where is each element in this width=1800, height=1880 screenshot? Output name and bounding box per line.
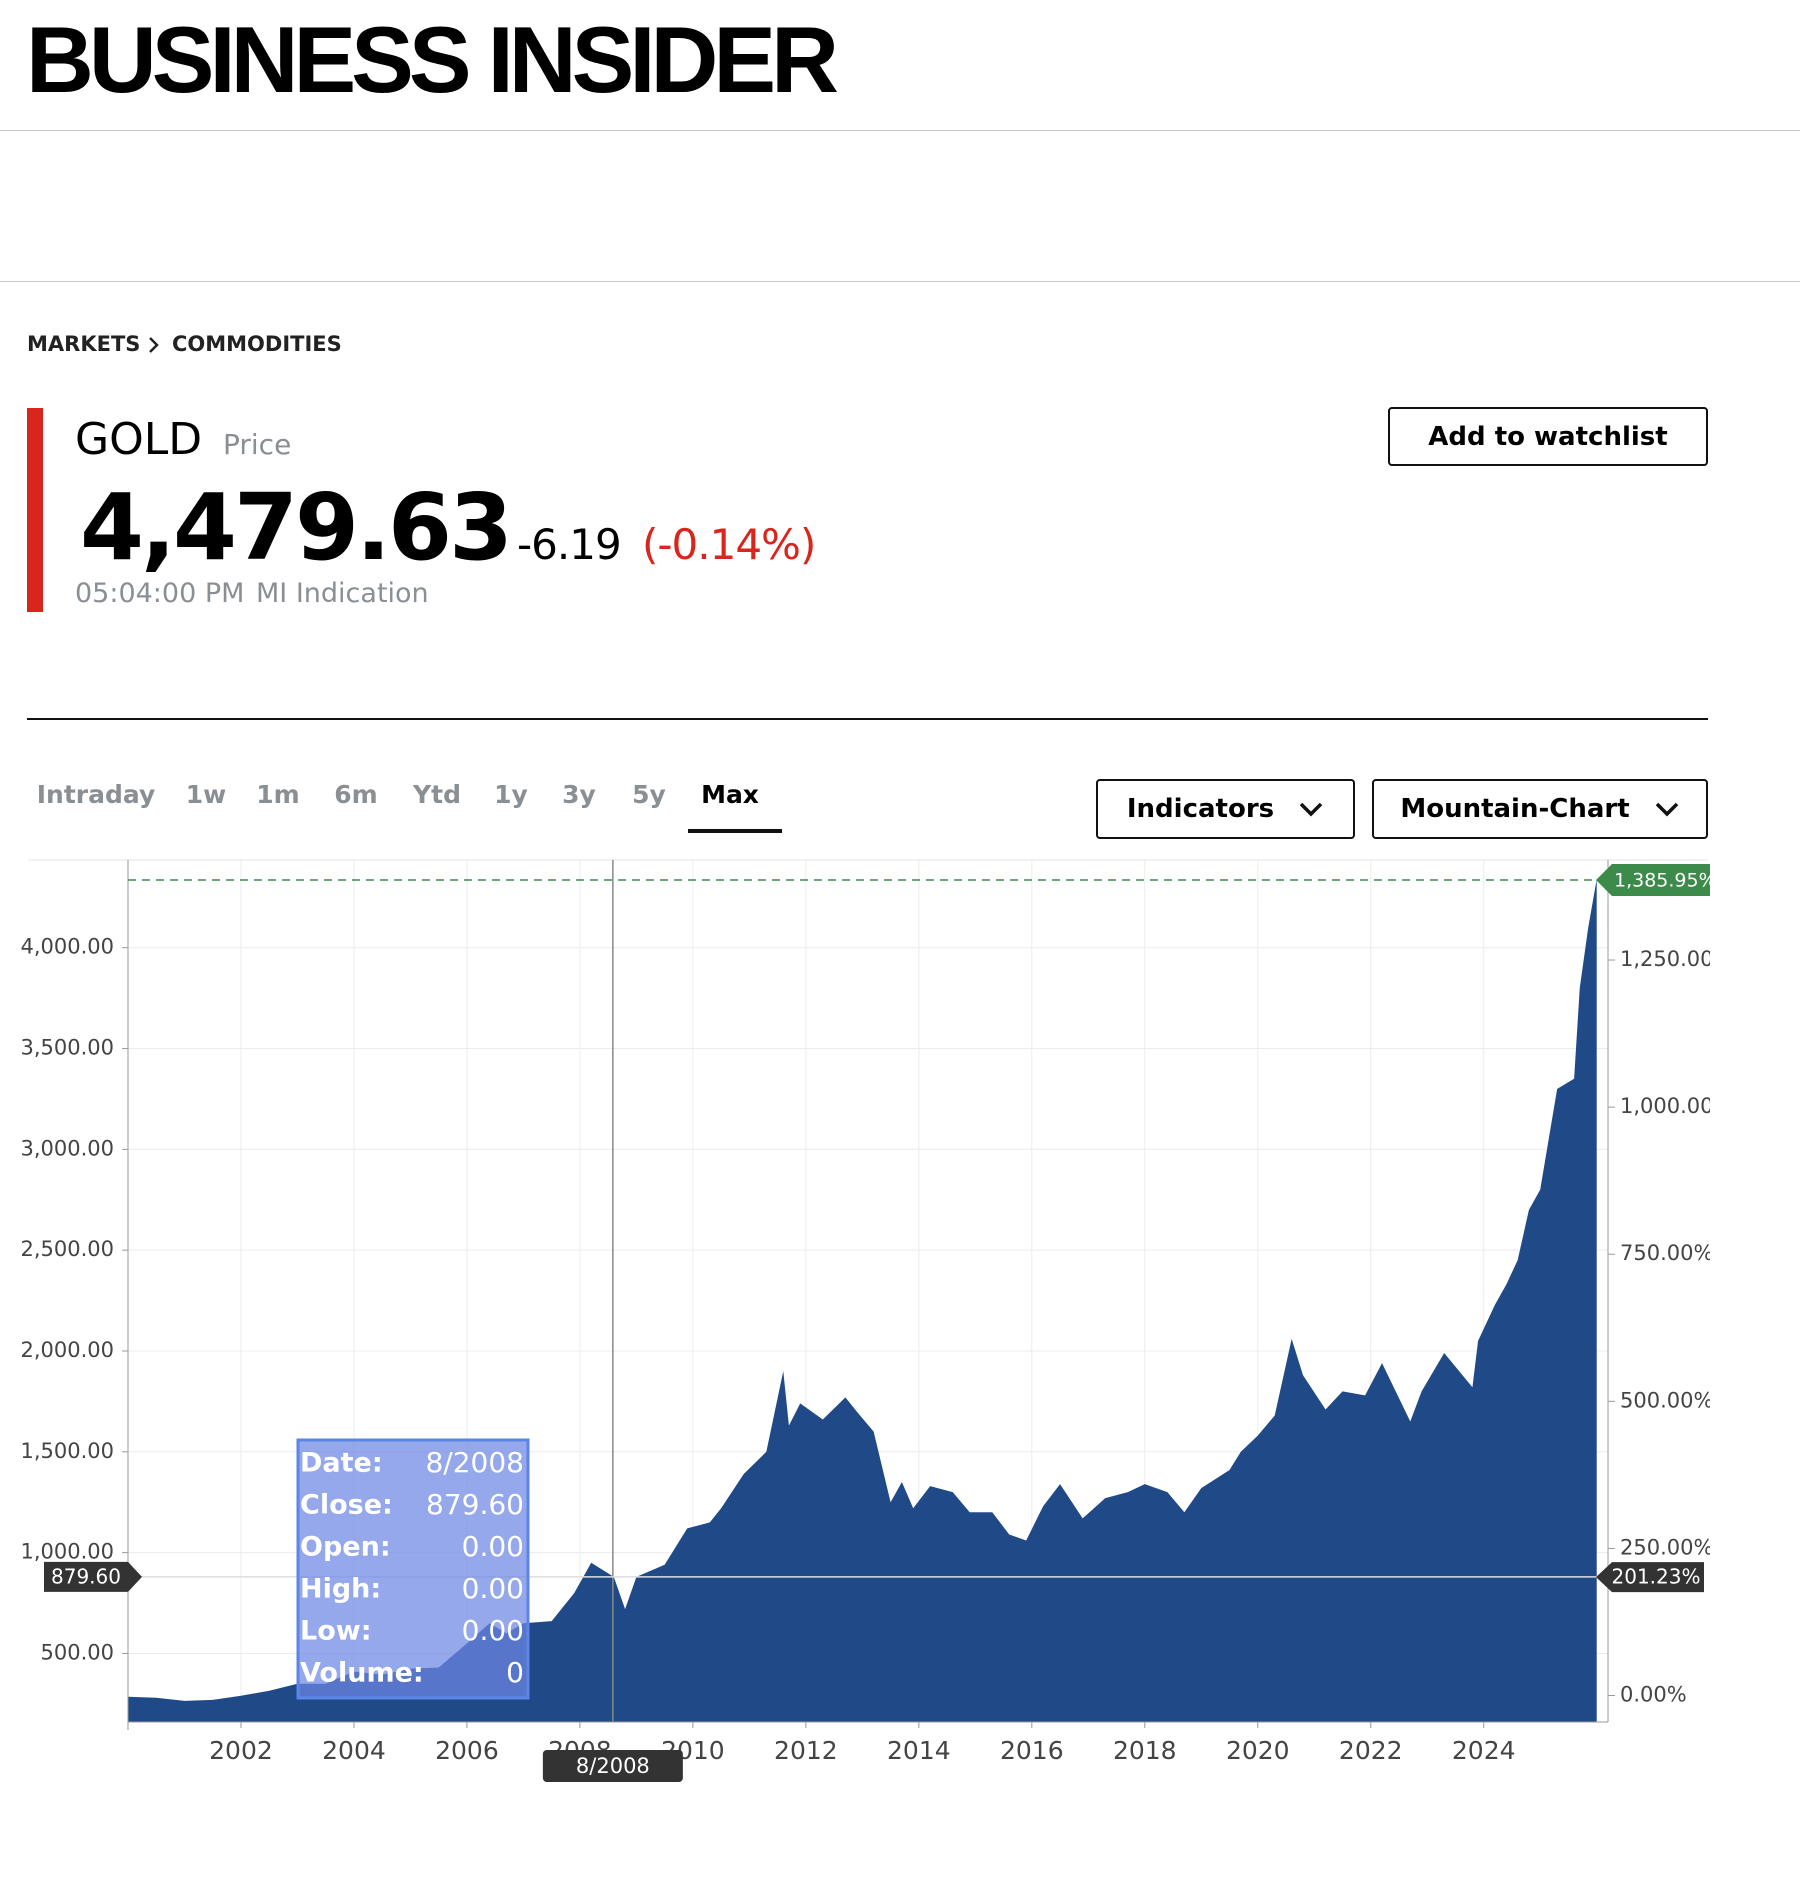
price: 4,479.63: [80, 474, 513, 581]
y-tick-label: 3,000.00: [20, 1136, 114, 1160]
label: Indicators: [1126, 794, 1275, 824]
y2-tick-label: 1,250.00%: [1620, 947, 1733, 971]
y2-tick-label: 500.00%: [1620, 1388, 1713, 1412]
change-percent: (-0.14%): [642, 520, 816, 569]
tooltip-label: Close:: [300, 1490, 393, 1521]
max-label: 1,385.95%: [1614, 870, 1717, 892]
divider: [0, 130, 1800, 131]
area: [128, 879, 1597, 1722]
tooltip-label: Date:: [300, 1448, 383, 1479]
tooltip-value: 0: [506, 1656, 524, 1689]
watchlist-button[interactable]: Add to watchlist: [1388, 407, 1708, 466]
date-badge-label: 8/2008: [576, 1754, 650, 1778]
y-tick-label: 2,000.00: [20, 1338, 114, 1362]
x-tick-label: 2014: [887, 1736, 951, 1765]
x-tick-label: 2002: [209, 1736, 273, 1765]
range-tab[interactable]: 1w: [185, 780, 227, 809]
x-tick-label: 2020: [1226, 1736, 1290, 1765]
range-tab[interactable]: Intraday: [36, 780, 156, 809]
tooltip-label: Open:: [300, 1532, 391, 1563]
chevron: [149, 337, 159, 353]
y2-tick-label: 250.00%: [1620, 1535, 1713, 1559]
divider: [0, 281, 1800, 282]
x-tick-label: 2012: [774, 1736, 838, 1765]
range-tab[interactable]: 1y: [494, 780, 528, 809]
time: 05:04:00 PM: [75, 578, 245, 609]
tab-underline: [688, 829, 782, 833]
price-badge: [44, 1561, 142, 1592]
range-tab[interactable]: 1m: [256, 780, 300, 809]
chart-type-dropdown[interactable]: Mountain-Chart: [1372, 779, 1708, 839]
tooltip-label: Low:: [300, 1616, 372, 1647]
x-tick-label: 2024: [1452, 1736, 1516, 1765]
tooltip: [296, 1438, 530, 1700]
breadcrumb-link[interactable]: COMMODITIES: [172, 332, 342, 356]
y2-tick-label: 1,000.00%: [1620, 1094, 1733, 1118]
source: MI Indication: [256, 578, 429, 609]
y2-tick-label: 750.00%: [1620, 1241, 1713, 1265]
x-tick-label: 2022: [1339, 1736, 1403, 1765]
symbol: GOLD: [75, 414, 203, 465]
y-tick-label: 1,500.00: [20, 1439, 114, 1463]
change-badge-label: 201.23%: [1612, 1565, 1701, 1589]
y-tick-label: 500.00: [41, 1640, 114, 1664]
tooltip-value: 8/2008: [425, 1446, 524, 1479]
chevron: [1655, 802, 1678, 817]
symbol-kind: Price: [223, 428, 292, 461]
date-badge: [542, 1750, 683, 1782]
tooltip-value: 0.00: [462, 1572, 524, 1605]
range-tab[interactable]: Max: [701, 780, 759, 809]
chevron: [1299, 802, 1323, 817]
change-badge: [1596, 1562, 1704, 1593]
tooltip-label: High:: [300, 1574, 381, 1605]
tooltip-value: 0.00: [462, 1530, 524, 1563]
max-badge: [1596, 864, 1710, 897]
range-tab[interactable]: 6m: [334, 780, 378, 809]
x-tick-label: 2004: [322, 1736, 386, 1765]
breadcrumb-link[interactable]: MARKETS: [27, 332, 141, 356]
x-tick-label: 2018: [1113, 1736, 1177, 1765]
logo[interactable]: BUSINESS INSIDER: [26, 7, 839, 112]
price-badge-label: 879.60: [51, 1564, 121, 1588]
y-tick-label: 4,000.00: [20, 935, 114, 959]
x-tick-label: 2006: [435, 1736, 499, 1765]
tooltip-label: Volume:: [300, 1658, 424, 1689]
change: -6.19: [517, 520, 622, 569]
y-tick-label: 3,500.00: [20, 1036, 114, 1060]
range-tab[interactable]: Ytd: [413, 780, 461, 809]
plot-group: 500.00 1,000.00 1,500.00 2,000.00 2,500.00 3,…: [20, 859, 1733, 1765]
accent-bar: [27, 408, 43, 612]
y-tick-label: 1,000.00: [20, 1540, 114, 1564]
y2-tick-label: 0.00%: [1620, 1683, 1687, 1707]
range-tab[interactable]: 5y: [632, 780, 666, 809]
range-tab[interactable]: 3y: [562, 780, 596, 809]
indicators-dropdown[interactable]: Indicators: [1096, 779, 1355, 839]
tooltip-value: 879.60: [426, 1488, 524, 1521]
tooltip-value: 0.00: [462, 1614, 524, 1647]
divider: [27, 718, 1708, 720]
y-tick-label: 2,500.00: [20, 1237, 114, 1261]
label: Mountain-Chart: [1400, 794, 1630, 824]
x-tick-label: 2016: [1000, 1736, 1064, 1765]
